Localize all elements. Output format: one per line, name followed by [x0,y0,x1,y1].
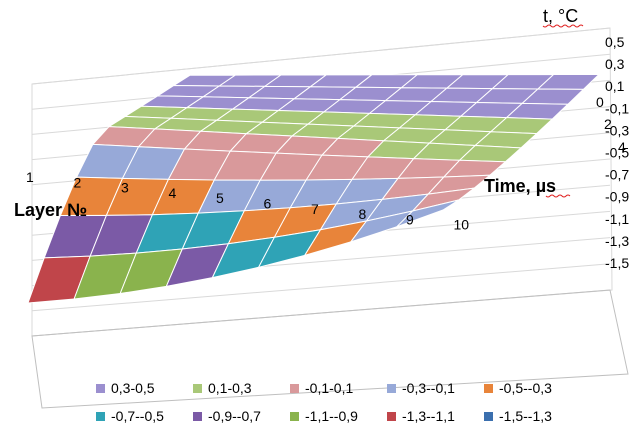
legend-label: 0,3-0,5 [111,380,155,396]
legend-label: -1,5--1,3 [499,408,552,424]
legend-label: -1,3--1,1 [402,408,455,424]
z-tick-label: -1,1 [605,211,629,227]
layer-tick-label: 1 [26,169,34,185]
axis-titles: t, °C Layer № Time, µs [14,6,584,220]
legend-label: -1,1--0,9 [305,408,358,424]
z-tick-label: -0,5 [605,145,629,161]
legend-label: 0,1-0,3 [208,380,252,396]
z-tick-label: -1,5 [605,255,629,271]
chart-legend: 0,3-0,5 0,1-0,3 -0,1-0,1 -0,3--0,1 -0,5--0,3… [96,380,552,424]
legend-swatch [290,412,299,421]
gridline [31,263,611,312]
legend-swatch [193,384,202,393]
axis-ticks: 0,5 0,3 0,1 -0,1 -0,3 -0,5 -0,7 -0,9 -1,1 -1,3 -1,… [26,34,629,271]
z-tick-label: -1,3 [605,233,629,249]
surface-plot [27,73,601,304]
legend-swatch [387,412,396,421]
time-tick-label: 2 [604,116,612,132]
layer-tick-label: 6 [264,196,272,212]
z-tick-label: 0,1 [605,78,625,94]
layer-tick-label: 10 [454,217,470,233]
legend-swatch [290,384,299,393]
legend-swatch [193,412,202,421]
legend-label: -0,3--0,1 [402,380,455,396]
surface-cell [396,199,459,228]
z-tick-label: -0,7 [605,167,629,183]
layer-tick-label: 5 [216,190,224,206]
spellcheck-underline [542,24,584,28]
z-tick-label: -0,3 [605,122,629,138]
z-tick-label: -0,9 [605,189,629,205]
legend-swatch [387,384,396,393]
z-axis-title: t, °C [543,6,578,26]
layer-tick-label: 2 [74,174,82,190]
legend-label: -0,5--0,3 [499,380,552,396]
x-axis-title: Layer № [14,200,87,220]
legend-label: -0,1-0,1 [305,380,353,396]
legend-swatch [484,384,493,393]
legend-label: -0,9--0,7 [208,408,261,424]
layer-tick-label: 9 [406,211,414,227]
spellcheck-underline [545,194,571,198]
floor [31,289,629,409]
z-tick-label: -0,1 [605,100,629,116]
z-tick-label: 0,5 [605,34,625,50]
layer-tick-label: 7 [311,201,319,217]
layer-tick-label: 3 [121,180,129,196]
legend-swatch [96,384,105,393]
legend-swatch [96,412,105,421]
time-tick-label: 0 [596,94,604,110]
z-tick-label: 0,3 [605,56,625,72]
legend-label: -0,7--0,5 [111,408,164,424]
time-tick-label: 4 [618,139,626,155]
layer-tick-label: 4 [169,185,177,201]
y-axis-title: Time, µs [484,176,556,196]
layer-tick-label: 8 [359,206,367,222]
gridline [31,27,611,85]
legend-swatch [484,412,493,421]
